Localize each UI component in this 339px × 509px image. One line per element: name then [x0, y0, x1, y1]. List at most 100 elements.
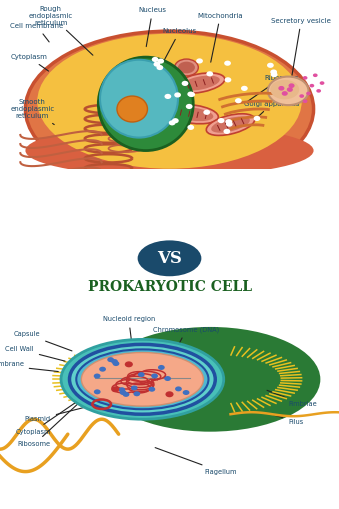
Circle shape: [154, 62, 160, 67]
Circle shape: [120, 390, 126, 395]
Circle shape: [158, 365, 165, 370]
Ellipse shape: [81, 353, 203, 406]
Circle shape: [299, 94, 304, 98]
Ellipse shape: [175, 59, 198, 76]
Text: VS: VS: [157, 250, 182, 267]
Circle shape: [320, 81, 324, 85]
Circle shape: [313, 73, 318, 77]
Circle shape: [165, 391, 174, 397]
Circle shape: [235, 98, 242, 103]
Circle shape: [187, 125, 194, 130]
Circle shape: [271, 72, 278, 77]
Text: Cytoplasm: Cytoplasm: [15, 391, 93, 435]
Circle shape: [113, 361, 119, 366]
Circle shape: [282, 91, 288, 96]
Circle shape: [134, 391, 140, 397]
Circle shape: [119, 387, 125, 392]
Text: Flagellum: Flagellum: [155, 447, 237, 474]
Circle shape: [99, 366, 106, 372]
Text: Cell Wall: Cell Wall: [5, 347, 65, 361]
Circle shape: [138, 240, 201, 276]
Circle shape: [151, 374, 158, 378]
Ellipse shape: [100, 60, 178, 137]
Ellipse shape: [173, 107, 213, 121]
Circle shape: [316, 89, 321, 93]
Ellipse shape: [76, 349, 208, 409]
Circle shape: [303, 99, 307, 103]
Circle shape: [123, 392, 129, 397]
Ellipse shape: [270, 80, 299, 99]
Circle shape: [125, 361, 133, 367]
Text: Smooth
endoplasmic
reticulum: Smooth endoplasmic reticulum: [10, 99, 55, 125]
FancyBboxPatch shape: [0, 169, 339, 273]
Circle shape: [288, 83, 295, 88]
Circle shape: [148, 387, 155, 392]
Ellipse shape: [178, 62, 195, 73]
Circle shape: [224, 61, 231, 66]
Ellipse shape: [211, 117, 250, 133]
Circle shape: [169, 120, 176, 125]
Circle shape: [111, 359, 118, 364]
Ellipse shape: [175, 73, 225, 93]
Text: PROKARYOTIC CELL: PROKARYOTIC CELL: [87, 280, 252, 294]
Text: Nucleoid region: Nucleoid region: [103, 317, 155, 372]
Ellipse shape: [37, 34, 302, 169]
Circle shape: [164, 376, 171, 381]
Text: Cytoplasm: Cytoplasm: [10, 54, 48, 71]
Text: Cell membrane: Cell membrane: [10, 23, 63, 42]
Ellipse shape: [164, 116, 188, 133]
Ellipse shape: [268, 76, 308, 105]
Circle shape: [278, 86, 284, 91]
Ellipse shape: [168, 119, 185, 130]
Text: Rough
endoplasmic
reticulum: Rough endoplasmic reticulum: [29, 6, 93, 55]
Ellipse shape: [100, 327, 320, 432]
Text: Chromosome (DNA): Chromosome (DNA): [153, 326, 220, 373]
Circle shape: [254, 116, 260, 121]
Circle shape: [138, 372, 145, 377]
Ellipse shape: [117, 96, 147, 122]
Circle shape: [306, 92, 311, 95]
Circle shape: [287, 87, 293, 92]
Circle shape: [187, 92, 194, 97]
Ellipse shape: [180, 76, 220, 91]
Circle shape: [241, 86, 248, 91]
Ellipse shape: [168, 105, 218, 124]
Text: Capsule: Capsule: [14, 331, 72, 351]
Circle shape: [94, 389, 101, 394]
Circle shape: [196, 59, 203, 64]
Circle shape: [107, 357, 114, 362]
Text: Secretory vesicle: Secretory vesicle: [271, 18, 331, 75]
Circle shape: [131, 385, 138, 390]
Circle shape: [94, 374, 100, 379]
Circle shape: [172, 118, 179, 123]
Circle shape: [188, 92, 195, 97]
Circle shape: [225, 119, 232, 124]
Circle shape: [182, 81, 188, 86]
Text: Pilus: Pilus: [274, 415, 303, 425]
Text: Mitochondria: Mitochondria: [198, 13, 243, 62]
Text: Ribosome: Ribosome: [246, 75, 299, 102]
Circle shape: [206, 71, 213, 76]
Text: Plasmid: Plasmid: [25, 404, 99, 422]
Circle shape: [157, 59, 164, 64]
Ellipse shape: [69, 345, 215, 414]
Circle shape: [203, 110, 210, 115]
Text: EUKARYOTIC CELL: EUKARYOTIC CELL: [93, 240, 246, 253]
Circle shape: [152, 57, 159, 62]
Circle shape: [175, 386, 182, 391]
Text: Fimbriae: Fimbriae: [267, 390, 317, 407]
Text: Nucleus: Nucleus: [139, 8, 166, 47]
Circle shape: [156, 65, 163, 70]
Circle shape: [267, 63, 274, 68]
Circle shape: [224, 77, 231, 82]
Ellipse shape: [98, 57, 193, 151]
Circle shape: [164, 94, 171, 99]
Ellipse shape: [25, 31, 314, 187]
Circle shape: [111, 386, 119, 392]
Text: Golgi apparatus: Golgi apparatus: [244, 101, 300, 128]
Ellipse shape: [61, 340, 224, 419]
Circle shape: [218, 118, 224, 123]
Text: Nucleolus: Nucleolus: [144, 28, 197, 99]
Ellipse shape: [25, 125, 314, 177]
Circle shape: [174, 92, 181, 98]
